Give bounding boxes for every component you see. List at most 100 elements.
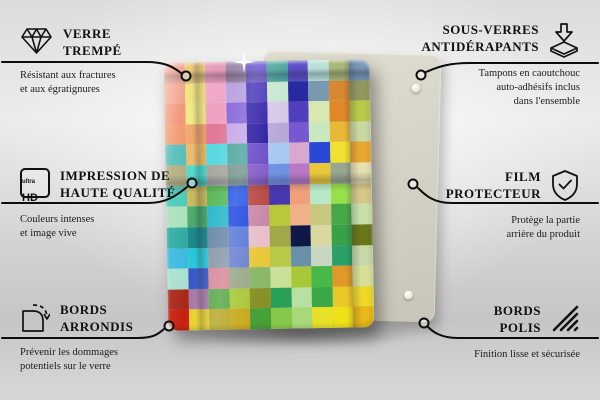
callout-bords-polis: BORDS POLIS Finition lisse et sécurisée [474, 303, 580, 362]
mosaic-tile [248, 205, 270, 227]
mosaic-tile [310, 183, 331, 205]
mosaic-tile [288, 122, 310, 144]
mosaic-tile [309, 162, 331, 184]
mosaic-tile [249, 267, 271, 289]
mosaic-tile [331, 245, 353, 267]
title-line: TREMPÉ [63, 42, 122, 58]
mosaic-tile [352, 244, 374, 266]
mosaic-tile [186, 185, 208, 207]
mosaic-tile [229, 308, 251, 330]
callout-subtitle: Finition lisse et sécurisée [474, 348, 580, 362]
mosaic-tile [207, 206, 229, 227]
mosaic-tile [187, 247, 209, 269]
title-line: BORDS [493, 303, 541, 318]
mosaic-tile [351, 224, 373, 246]
mosaic-tile [351, 203, 373, 225]
title-line: HAUTE QUALITÉ [60, 184, 176, 200]
mosaic-tile [289, 204, 311, 226]
title-line: VERRE [63, 26, 112, 41]
mosaic-tile [332, 286, 354, 308]
mosaic-tile [204, 61, 226, 83]
polished-edge-icon [550, 303, 580, 333]
mosaic-tile [227, 205, 249, 227]
mosaic-tile [205, 123, 227, 145]
mosaic-tile [291, 307, 313, 329]
mosaic-tile [226, 143, 248, 165]
title-line: PROTECTEUR [445, 185, 541, 201]
mosaic-tile [291, 287, 313, 308]
mosaic-tile [268, 184, 290, 206]
mosaic-tile [353, 306, 375, 328]
mosaic-tile [269, 204, 291, 226]
mosaic-tile [287, 101, 309, 123]
mosaic-tile [269, 225, 291, 247]
mosaic-tile [164, 124, 186, 146]
title-line: POLIS [499, 319, 541, 335]
mosaic-tile [208, 247, 230, 269]
title-line: FILM [505, 169, 541, 184]
mosaic-tile [247, 143, 269, 165]
mosaic-tile [331, 224, 353, 246]
mosaic-tile [166, 247, 188, 269]
mosaic-tile [186, 206, 208, 228]
mosaic-tile [289, 163, 311, 185]
callout-film-protecteur: FILM PROTECTEUR Protège la partie arrièr… [446, 169, 580, 242]
mosaic-tile [165, 144, 187, 166]
mosaic-tile [188, 309, 210, 331]
mosaic-tile [329, 142, 351, 163]
mosaic-tile [188, 288, 210, 310]
mosaic-tile [184, 62, 206, 84]
mosaic-tile [311, 286, 333, 308]
callout-subtitle: Résistant aux fractures et aux égratignu… [20, 69, 122, 97]
subtitle-line: Finition lisse et sécurisée [474, 348, 580, 360]
mosaic-tile [205, 102, 227, 124]
mosaic-tile [267, 101, 289, 123]
rubber-pad [411, 83, 421, 93]
mosaic-tile [287, 60, 309, 82]
mosaic-tile [328, 59, 350, 81]
callout-subtitle: Couleurs intenses et image vive [20, 213, 176, 241]
ultra-label: ultra [22, 179, 36, 185]
mosaic-tile [167, 289, 189, 311]
mosaic-tile [164, 83, 185, 105]
mosaic-tile [310, 204, 332, 226]
subtitle-line: et image vive [20, 227, 77, 239]
mosaic-tile [249, 246, 271, 268]
mosaic-tile [167, 268, 189, 290]
mosaic-tile [247, 122, 269, 144]
callout-title: IMPRESSION DE HAUTE QUALITÉ [60, 168, 176, 202]
callout-impression-hd: ultra HD IMPRESSION DE HAUTE QUALITÉ Cou… [20, 168, 176, 241]
mosaic-tile [226, 102, 248, 124]
mosaic-tile [268, 143, 290, 165]
mosaic-tile [288, 142, 310, 164]
subtitle-line: potentiels sur le verre [20, 360, 111, 372]
subtitle-line: Tampons en caoutchouc [478, 68, 580, 79]
mosaic-tile [225, 81, 247, 103]
callout-title: BORDS POLIS [494, 303, 541, 337]
mosaic-tile [227, 164, 249, 186]
mosaic-tile [349, 59, 371, 81]
mosaic-tile [163, 62, 185, 84]
mosaic-tile [248, 184, 270, 206]
mosaic-tile [185, 144, 207, 166]
callout-title: FILM PROTECTEUR [446, 169, 541, 203]
mosaic-tile [266, 60, 288, 82]
mosaic-tile [310, 224, 332, 246]
mosaic-tile [184, 103, 206, 125]
subtitle-line: Résistant aux fractures [20, 69, 116, 81]
rounded-corner-icon [20, 302, 50, 334]
mosaic-tile [205, 82, 227, 104]
callout-subtitle: Protège la partie arrière du produit [446, 214, 580, 242]
title-line: IMPRESSION DE [60, 168, 171, 183]
mosaic-tile [308, 80, 330, 102]
mosaic-tile [312, 307, 334, 329]
mosaic-tile [307, 59, 329, 81]
subtitle-line: Couleurs intenses [20, 213, 95, 225]
mosaic-tile [248, 225, 270, 247]
mosaic-tile [330, 203, 352, 225]
mosaic-tile [207, 185, 228, 207]
mosaic-tile [250, 287, 271, 309]
mosaic-tile [167, 309, 189, 331]
mosaic-tile [206, 164, 228, 186]
